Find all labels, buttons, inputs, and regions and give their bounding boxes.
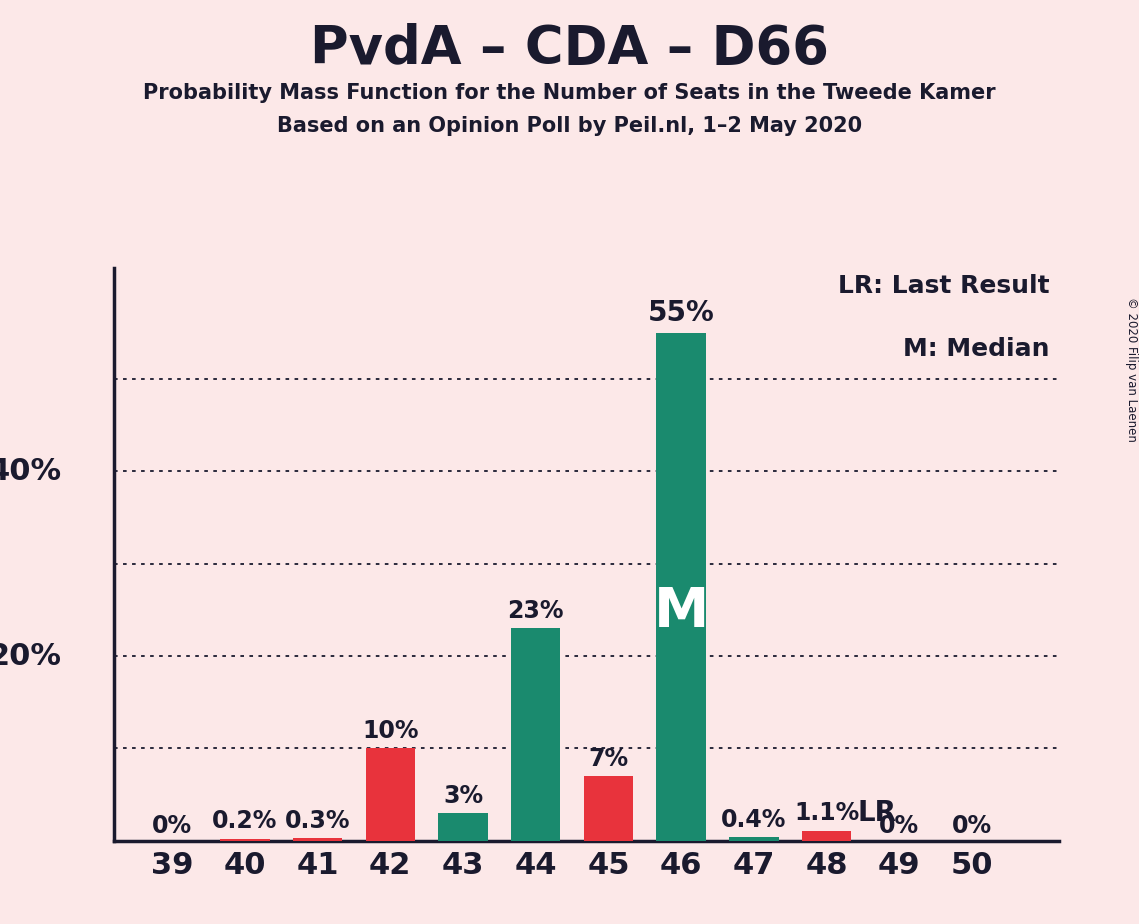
Text: 0.2%: 0.2% [212,809,278,833]
Bar [656,333,706,841]
Text: M: M [654,585,708,639]
Bar [293,838,342,841]
Text: Probability Mass Function for the Number of Seats in the Tweede Kamer: Probability Mass Function for the Number… [144,83,995,103]
Text: Based on an Opinion Poll by Peil.nl, 1–2 May 2020: Based on an Opinion Poll by Peil.nl, 1–2… [277,116,862,136]
Text: 0.4%: 0.4% [721,808,787,832]
Bar [439,813,487,841]
Text: 7%: 7% [589,747,629,771]
Bar [583,776,633,841]
Text: 1.1%: 1.1% [794,801,859,825]
Text: M: Median: M: Median [903,336,1050,360]
Text: LR: LR [858,799,896,827]
Text: 20%: 20% [0,641,62,671]
Bar [511,628,560,841]
Text: PvdA – CDA – D66: PvdA – CDA – D66 [310,23,829,75]
Text: 0%: 0% [151,814,192,837]
Bar [366,748,415,841]
Text: © 2020 Filip van Laenen: © 2020 Filip van Laenen [1124,298,1138,442]
Text: 0%: 0% [952,814,992,837]
Text: 40%: 40% [0,456,62,486]
Bar [220,839,270,841]
Bar [802,831,851,841]
Bar [729,837,779,841]
Text: 3%: 3% [443,784,483,808]
Text: 10%: 10% [362,719,418,743]
Text: 55%: 55% [648,299,714,327]
Text: 0.3%: 0.3% [285,808,351,833]
Text: LR: Last Result: LR: Last Result [838,274,1050,298]
Text: 0%: 0% [879,814,919,837]
Text: 23%: 23% [508,599,564,623]
